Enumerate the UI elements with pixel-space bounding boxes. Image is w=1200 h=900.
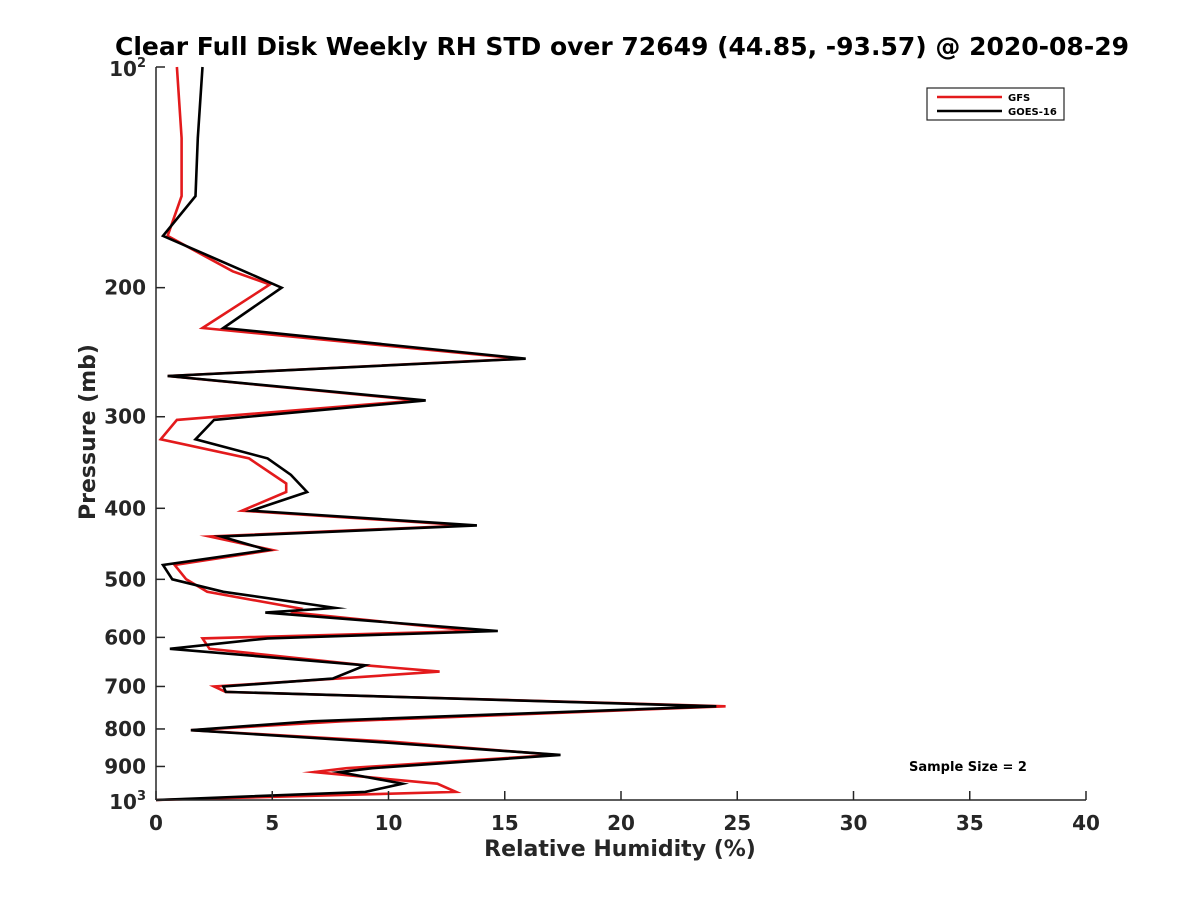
x-tick-label: 5	[265, 811, 279, 835]
x-tick-label: 10	[375, 811, 403, 835]
legend-label-goes16: GOES-16	[1008, 107, 1057, 118]
legend: GFS GOES-16	[926, 87, 1065, 121]
x-axis-label: Relative Humidity (%)	[484, 837, 756, 862]
y-tick-label: 300	[104, 405, 146, 429]
y-tick-label: 600	[104, 625, 146, 649]
x-tick-label: 20	[607, 811, 635, 835]
plot-area	[155, 66, 726, 802]
y-tick-label: 103	[109, 789, 146, 814]
sample-size-annotation: Sample Size = 2	[909, 760, 1027, 775]
x-axis: 0 5 10 15 20 25 30 35 40	[149, 791, 1100, 835]
x-tick-label: 25	[723, 811, 751, 835]
series-line-goes16	[155, 66, 717, 802]
legend-box	[926, 87, 1065, 121]
y-tick-label: 800	[104, 717, 146, 741]
series-line-gfs	[155, 66, 726, 802]
x-tick-label: 15	[491, 811, 519, 835]
x-tick-label: 30	[840, 811, 868, 835]
chart-title: Clear Full Disk Weekly RH STD over 72649…	[115, 32, 1129, 61]
y-tick-label: 102	[109, 56, 146, 81]
y-axis: 102 200 300 400 500 600 700 800 900 103	[104, 56, 165, 814]
y-tick-label: 500	[104, 567, 146, 591]
x-tick-label: 40	[1072, 811, 1100, 835]
y-tick-label: 900	[104, 754, 146, 778]
y-axis-label: Pressure (mb)	[76, 344, 101, 520]
x-tick-label: 0	[149, 811, 163, 835]
y-tick-label: 200	[104, 276, 146, 300]
legend-label-gfs: GFS	[1008, 93, 1030, 104]
y-tick-label: 400	[104, 496, 146, 520]
x-tick-label: 35	[956, 811, 984, 835]
y-tick-label: 700	[104, 674, 146, 698]
